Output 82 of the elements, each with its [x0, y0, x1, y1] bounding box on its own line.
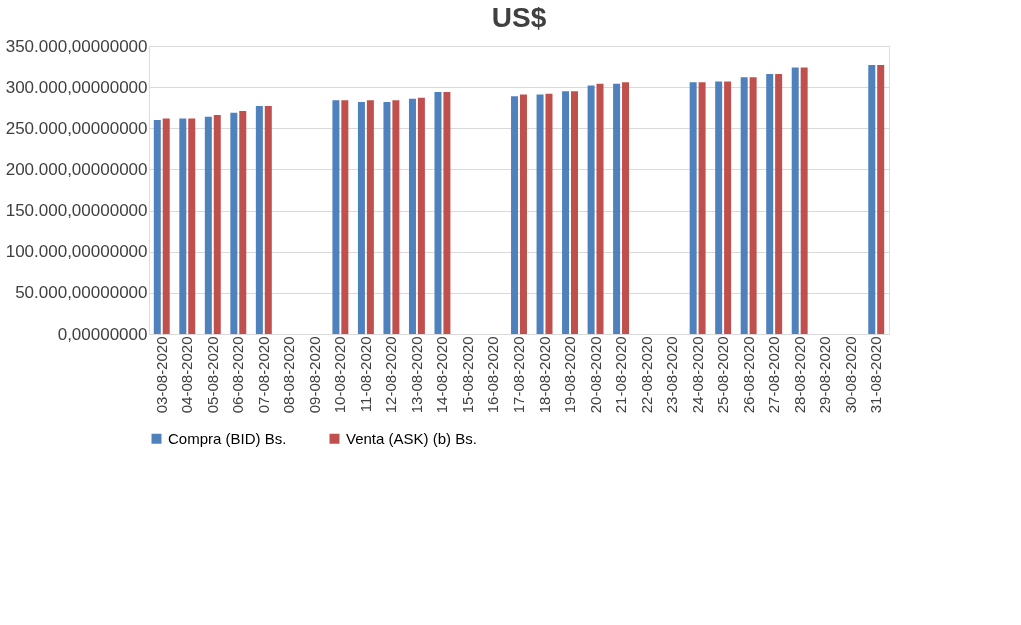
bar: [417, 97, 425, 334]
chart-title: US$: [491, 2, 547, 33]
bar: [443, 92, 451, 334]
x-tick-label: 21-08-2020: [612, 336, 630, 414]
y-tick-label: 200.000,00000000: [5, 159, 148, 179]
x-tick-label: 18-08-2020: [535, 336, 553, 414]
bar: [408, 98, 416, 334]
bar: [715, 81, 723, 334]
bar: [545, 93, 553, 334]
bar: [357, 101, 365, 334]
x-tick-label: 23-08-2020: [663, 336, 681, 414]
x-tick-label: 17-08-2020: [510, 336, 527, 414]
bar: [536, 94, 544, 334]
x-tick-label: 31-08-2020: [867, 336, 885, 414]
x-tick-label: 03-08-2020: [152, 336, 170, 414]
bar: [366, 100, 374, 334]
bar: [877, 64, 885, 334]
x-tick-label: 30-08-2020: [841, 336, 859, 414]
bar: [766, 73, 774, 334]
x-tick-label: 09-08-2020: [305, 336, 323, 414]
bar: [613, 83, 621, 334]
bar: [622, 82, 630, 334]
bar: [392, 100, 400, 334]
bar: [571, 91, 578, 334]
x-tick-label: 10-08-2020: [331, 336, 349, 414]
y-tick-label: 250.000,00000000: [5, 118, 148, 138]
x-tick-label: 25-08-2020: [714, 336, 732, 414]
y-tick-label: 100.000,00000000: [5, 242, 148, 262]
legend-label: Venta (ASK) (b) Bs.: [346, 429, 477, 447]
x-tick-label: 11-08-2020: [356, 336, 374, 413]
bar: [511, 96, 519, 334]
bar: [800, 67, 808, 334]
x-tick-label: 04-08-2020: [178, 336, 196, 414]
x-tick-label: 19-08-2020: [561, 336, 579, 414]
x-tick-label: 12-08-2020: [382, 336, 400, 414]
bar: [775, 73, 783, 334]
bar: [383, 101, 391, 334]
x-tick-label: 27-08-2020: [765, 336, 783, 414]
x-tick-label: 20-08-2020: [586, 336, 604, 414]
bar: [868, 64, 876, 334]
y-tick-label: 0,00000000: [57, 324, 148, 344]
bar: [332, 100, 340, 334]
bar: [239, 111, 247, 334]
bar: [264, 106, 272, 334]
x-tick-label: 13-08-2020: [407, 336, 425, 414]
bar: [698, 82, 706, 334]
x-tick-label: 29-08-2020: [816, 336, 834, 414]
x-tick-label: 26-08-2020: [739, 336, 757, 414]
x-tick-label: 16-08-2020: [484, 336, 502, 414]
y-tick-label: 350.000,00000000: [5, 36, 148, 56]
x-tick-label: 24-08-2020: [688, 336, 706, 414]
x-tick-label: 15-08-2020: [458, 336, 476, 414]
x-tick-label: 22-08-2020: [637, 336, 655, 414]
bar: [230, 112, 238, 334]
bar: [596, 83, 604, 334]
x-tick-label: 28-08-2020: [790, 336, 808, 414]
x-tick-label: 05-08-2020: [203, 336, 221, 414]
bar: [153, 120, 161, 334]
bar: [562, 91, 570, 334]
x-tick-label: 08-08-2020: [280, 336, 298, 414]
y-tick-label: 150.000,00000000: [5, 201, 148, 221]
bar: [204, 116, 212, 334]
bar: [162, 118, 170, 334]
bar: [213, 115, 221, 334]
bar: [724, 81, 732, 334]
bar: [179, 118, 187, 334]
bar: [519, 94, 527, 334]
bar: [791, 67, 799, 334]
bar: [749, 77, 757, 334]
legend-label: Compra (BID) Bs.: [168, 429, 287, 447]
x-tick-label: 14-08-2020: [433, 336, 451, 414]
bar: [341, 100, 349, 334]
bar: [434, 92, 442, 334]
y-tick-label: 50.000,00000000: [15, 283, 148, 303]
x-tick-label: 07-08-2020: [254, 336, 272, 414]
bar: [188, 118, 196, 334]
y-tick-label: 300.000,00000000: [5, 77, 148, 97]
bar: [587, 85, 595, 334]
bar: [689, 82, 697, 334]
bar: [255, 106, 263, 334]
bar: [740, 77, 748, 334]
x-tick-label: 06-08-2020: [229, 336, 247, 414]
